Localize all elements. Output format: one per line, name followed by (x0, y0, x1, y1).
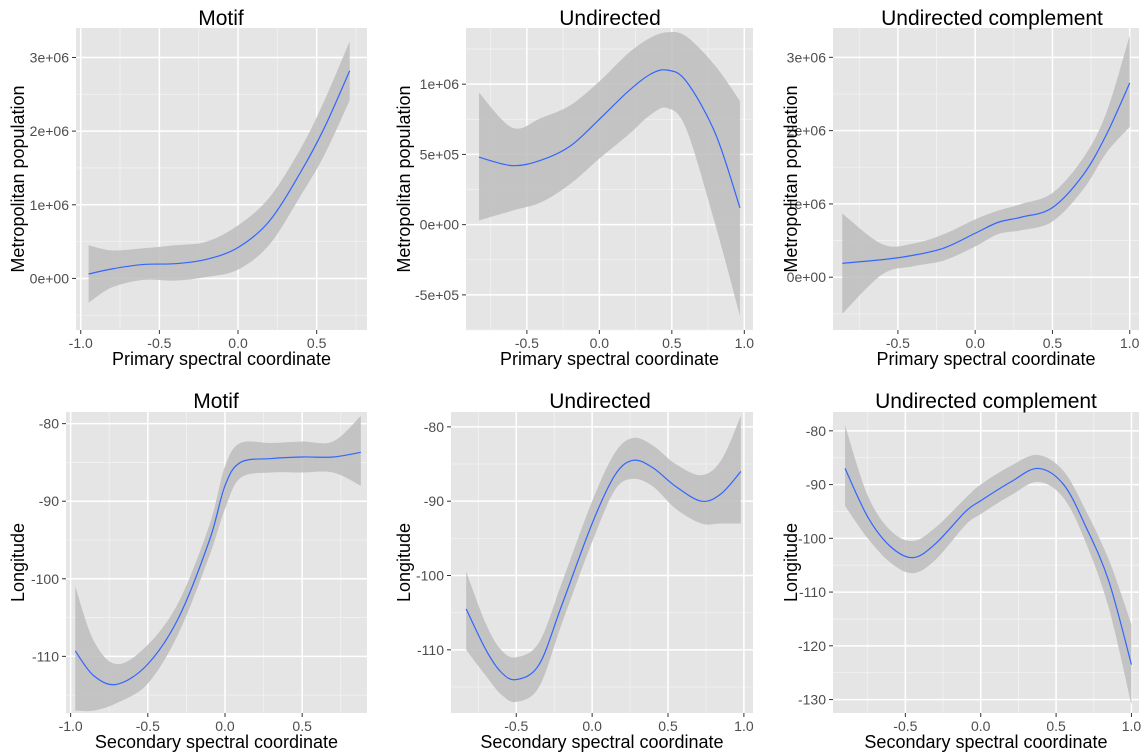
panel-background (833, 412, 1139, 713)
x-tick-label: -1.0 (59, 718, 83, 734)
panel-title: Undirected complement (875, 390, 1097, 413)
x-tick-label: 0.0 (215, 718, 235, 734)
y-tick-label: -100 (416, 568, 444, 584)
y-tick-label: -110 (799, 584, 826, 600)
panel-5: -0.5 0.0 0.5 1.0 -110 -100 -90 -80 Undirected Sec… (394, 390, 754, 752)
y-tick-label: -5e+05 (415, 287, 459, 303)
y-tick-label: 0e+00 (787, 269, 827, 285)
panel-title: Motif (193, 390, 239, 413)
x-tick-label: 1.0 (735, 335, 755, 351)
panel-background (833, 28, 1139, 330)
x-tick-label: 0.5 (658, 718, 678, 734)
panel-1: -1.0 -0.5 0.0 0.5 0e+00 1e+06 2e+06 3e+06 Motif P… (8, 7, 367, 369)
x-tick-label: -1.0 (69, 335, 93, 351)
smooth-line (74, 451, 361, 686)
confidence-band (466, 415, 741, 703)
x-axis-label: Secondary spectral coordinate (864, 732, 1107, 752)
x-tick-label: -0.5 (136, 718, 160, 734)
y-tick-label: -100 (31, 571, 59, 587)
x-axis-label: Primary spectral coordinate (500, 349, 719, 369)
y-tick-label: 3e+06 (787, 49, 827, 65)
y-tick-label: -80 (424, 419, 444, 435)
y-tick-label: 1e+06 (787, 196, 827, 212)
x-tick-label: 0.5 (1043, 335, 1063, 351)
y-tick-label: -80 (806, 423, 826, 439)
x-axis-label: Secondary spectral coordinate (480, 732, 723, 752)
y-tick-label: 0e+00 (420, 217, 460, 233)
y-tick-label: 1e+06 (30, 197, 70, 213)
x-tick-label: 0.5 (1046, 718, 1066, 734)
y-axis-label: Metropolitan population (8, 85, 28, 272)
x-tick-label: 0.0 (582, 718, 602, 734)
y-tick-label: 0e+00 (30, 270, 70, 286)
y-tick-label: -130 (798, 692, 826, 708)
y-tick-label: 5e+05 (420, 146, 460, 162)
x-tick-label: 1.0 (1120, 335, 1140, 351)
y-tick-label: -120 (798, 638, 826, 654)
x-axis-label: Primary spectral coordinate (112, 349, 331, 369)
confidence-band (75, 415, 361, 712)
panel-2: -0.5 0.0 0.5 1.0 -5e+05 0e+00 5e+05 1e+06 Undire… (394, 7, 754, 369)
panel-title: Motif (198, 7, 244, 30)
y-tick-label: -110 (417, 642, 444, 658)
smooth-line (478, 69, 741, 208)
y-tick-label: -90 (39, 493, 59, 509)
y-axis-label: Longitude (394, 523, 414, 602)
x-tick-label: 1.0 (1122, 718, 1142, 734)
confidence-band (842, 35, 1130, 314)
y-tick-label: -90 (806, 477, 826, 493)
y-tick-label: 1e+06 (420, 76, 460, 92)
panel-title: Undirected (559, 7, 661, 30)
x-tick-label: -0.5 (147, 335, 171, 351)
x-tick-label: -0.5 (515, 335, 539, 351)
x-tick-label: 0.5 (307, 335, 327, 351)
y-tick-label: -90 (424, 493, 444, 509)
smooth-line (842, 82, 1131, 264)
panel-6: -0.5 0.0 0.5 1.0 -130 -120 -110 -100 -90 -80 Undir… (781, 390, 1141, 752)
x-tick-label: 0.0 (971, 718, 991, 734)
panel-3: -0.5 0.0 0.5 1.0 0e+00 1e+06 2e+06 3e+06 Undirec… (781, 7, 1140, 369)
smooth-line (844, 467, 1133, 665)
x-axis-label: Secondary spectral coordinate (95, 732, 338, 752)
y-axis-label: Metropolitan population (781, 85, 801, 272)
x-tick-label: 0.0 (228, 335, 248, 351)
x-tick-label: -0.5 (504, 718, 528, 734)
y-tick-label: -80 (39, 416, 59, 432)
panel-title: Undirected complement (881, 7, 1103, 30)
smooth-line (465, 459, 742, 681)
y-tick-label: 2e+06 (30, 123, 70, 139)
confidence-band (845, 425, 1132, 705)
x-tick-label: -0.5 (893, 718, 917, 734)
smooth-line (88, 70, 351, 275)
y-axis-label: Metropolitan population (394, 85, 414, 272)
y-tick-label: -100 (798, 530, 826, 546)
confidence-band (479, 31, 740, 316)
confidence-band (88, 41, 350, 303)
y-tick-label: -110 (32, 648, 59, 664)
x-tick-label: 0.5 (292, 718, 312, 734)
panel-title: Undirected (549, 390, 651, 413)
x-tick-label: 1.0 (734, 718, 754, 734)
x-tick-label: 0.0 (590, 335, 610, 351)
x-tick-label: 0.5 (662, 335, 682, 351)
x-axis-label: Primary spectral coordinate (876, 349, 1095, 369)
y-tick-label: 3e+06 (30, 49, 70, 65)
panel-4: -1.0 -0.5 0.0 0.5 -110 -100 -90 -80 Motif Seconda… (8, 390, 367, 752)
x-tick-label: -0.5 (886, 335, 910, 351)
x-tick-label: 0.0 (965, 335, 985, 351)
y-axis-label: Longitude (8, 523, 28, 602)
y-axis-label: Longitude (781, 523, 801, 602)
y-tick-label: 2e+06 (787, 123, 827, 139)
